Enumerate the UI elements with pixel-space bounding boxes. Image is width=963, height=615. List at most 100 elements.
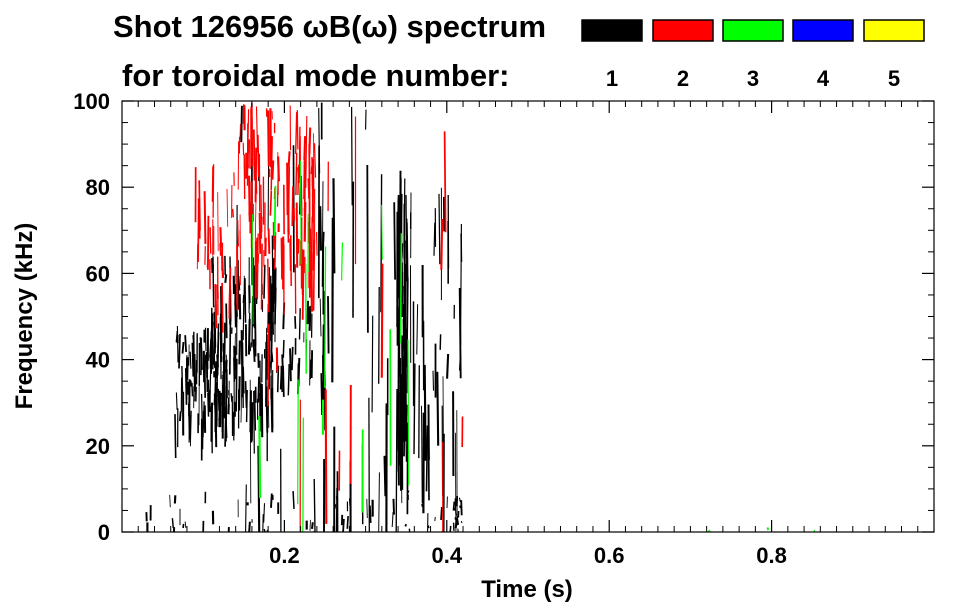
spectral-streak: [296, 238, 300, 254]
spectral-streak: [432, 370, 435, 391]
spectral-streak: [247, 109, 250, 154]
spectral-streak: [271, 160, 275, 180]
spectral-streak: [213, 357, 216, 369]
mode-2-region: [267, 116, 464, 533]
spectral-streak: [251, 296, 254, 348]
spectral-streak: [219, 313, 222, 380]
legend-label-1: 1: [606, 66, 618, 91]
spectral-streak: [234, 333, 236, 372]
spectral-streak: [282, 365, 285, 397]
spectral-streak: [313, 143, 317, 178]
spectral-streak: [307, 307, 310, 324]
spectral-streak: [219, 243, 222, 256]
spectral-streak: [324, 389, 328, 524]
spectral-streak: [295, 152, 298, 196]
spectral-streak: [199, 337, 202, 346]
spectral-streak: [270, 493, 273, 508]
spectral-streak: [436, 371, 440, 446]
spectral-streak: [273, 232, 277, 270]
spectral-streak: [418, 365, 420, 459]
spectral-streak: [249, 379, 252, 504]
spectral-streak: [219, 392, 223, 428]
spectral-streak: [454, 498, 457, 514]
x-axis-label: Time (s): [481, 576, 573, 603]
legend-label-3: 3: [747, 66, 759, 91]
spectrogram-data: [145, 102, 816, 533]
spectral-streak: [252, 129, 256, 181]
spectral-streak: [280, 365, 283, 393]
spectral-streak: [282, 339, 285, 358]
spectral-streak: [460, 520, 463, 524]
spectral-streak: [438, 193, 441, 265]
mode-2-region: [236, 102, 318, 320]
spectral-streak: [300, 160, 302, 265]
spectral-streak: [203, 191, 207, 244]
spectral-streak: [304, 263, 307, 374]
spectral-streak: [225, 303, 228, 339]
spectral-streak: [383, 455, 387, 497]
spectral-streak: [434, 516, 436, 522]
spectral-streak: [247, 319, 251, 355]
spectral-streak: [312, 133, 315, 204]
spectral-streak: [460, 500, 463, 516]
spectral-streak: [310, 216, 313, 286]
spectral-streak: [184, 521, 187, 528]
spectral-streak: [287, 151, 291, 168]
spectral-streak: [331, 217, 334, 383]
spectral-streak: [391, 511, 394, 528]
spectral-streak: [403, 178, 406, 260]
spectral-streak: [269, 281, 272, 327]
spectral-streak: [243, 284, 245, 315]
spectral-streak: [399, 392, 402, 491]
y-tick-label: 60: [86, 261, 110, 286]
spectral-streak: [213, 311, 217, 348]
spectral-streak: [239, 123, 241, 154]
spectral-streak: [313, 478, 316, 533]
spectral-streak: [433, 222, 436, 256]
spectral-streak: [248, 175, 251, 222]
spectral-streak: [240, 105, 243, 143]
legend-swatch-2: [652, 19, 714, 42]
spectral-streak: [238, 376, 241, 411]
spectral-streak: [380, 263, 384, 378]
spectral-streak: [206, 215, 210, 270]
spectral-streak: [308, 143, 311, 298]
spectral-streak: [332, 178, 336, 274]
spectral-streak: [221, 282, 224, 333]
spectral-streak: [212, 256, 215, 308]
spectral-streak: [454, 517, 458, 529]
y-tick-label: 40: [86, 348, 110, 373]
spectral-streak: [260, 243, 263, 310]
spectral-streak: [254, 147, 258, 203]
spectral-streak: [404, 340, 408, 365]
spectral-streak: [319, 206, 322, 251]
spectral-streak: [213, 392, 216, 406]
spectral-streak: [342, 518, 345, 532]
spectral-streak: [306, 300, 309, 325]
spectral-streak: [378, 286, 380, 384]
legend-label-5: 5: [888, 66, 900, 91]
spectral-streak: [239, 214, 242, 286]
spectral-streak: [260, 184, 263, 233]
spectral-streak: [404, 389, 406, 413]
spectral-streak: [440, 218, 444, 270]
spectral-streak: [191, 342, 194, 377]
mode-2-region: [194, 164, 235, 333]
spectral-streak: [381, 204, 383, 260]
spectral-streak: [181, 365, 184, 393]
spectral-streak: [449, 525, 452, 533]
spectral-streak: [416, 304, 419, 355]
spectral-streak: [287, 363, 290, 396]
spectral-streak: [458, 287, 462, 379]
spectral-streak: [271, 235, 274, 335]
mode-3-region: [707, 527, 816, 533]
legend-label-4: 4: [817, 66, 830, 91]
y-tick-label: 0: [98, 520, 110, 545]
spectral-streak: [378, 472, 380, 533]
spectral-streak: [236, 219, 239, 247]
spectral-streak: [298, 308, 301, 340]
spectral-streak: [393, 202, 396, 280]
spectral-streak: [340, 242, 344, 281]
spectral-streak: [346, 516, 349, 529]
spectral-streak: [276, 365, 280, 393]
